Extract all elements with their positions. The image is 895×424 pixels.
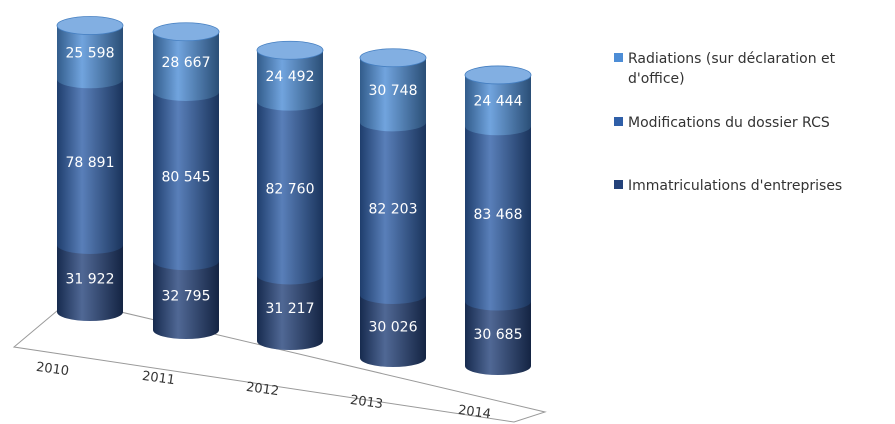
bar-stack-2013: [359, 48, 427, 367]
bar-segment: [57, 25, 123, 89]
category-label: 2010: [35, 360, 70, 379]
legend-swatch: [614, 180, 623, 189]
data-label: 82 760: [266, 182, 315, 198]
data-label: 32 795: [162, 289, 211, 305]
bar-segment: [257, 275, 323, 350]
data-labels-group: 31 922 78 891 25 598 32 795 80 545 28 667 31 2…: [66, 45, 523, 342]
data-label: 30 685: [474, 327, 523, 343]
bar-segment: [360, 294, 426, 367]
data-label: 24 444: [474, 94, 523, 110]
legend-swatch: [614, 117, 623, 126]
bar-top-cap: [359, 48, 427, 68]
legend-swatch: [614, 53, 623, 62]
data-label: 30 748: [369, 83, 418, 99]
bar-stack-2011: [152, 22, 220, 339]
legend-label: Immatriculations d'entreprises: [628, 178, 842, 194]
data-label: 25 598: [66, 45, 115, 61]
legend: Radiations (sur déclaration et d'office) M…: [614, 51, 842, 194]
legend-label: d'office): [628, 71, 685, 87]
bar-stack-2010: [56, 16, 124, 321]
data-label: 28 667: [162, 55, 211, 71]
category-label: 2014: [457, 403, 492, 422]
bar-segment: [465, 126, 531, 311]
legend-label: Modifications du dossier RCS: [628, 115, 830, 131]
bar-segment: [153, 91, 219, 271]
bar-top-cap: [256, 40, 324, 60]
data-label: 80 545: [162, 170, 211, 186]
bar-segment: [465, 301, 531, 375]
data-label: 83 468: [474, 207, 523, 223]
data-label: 78 891: [66, 155, 115, 171]
category-axis: 2010 2011 2012 2013 2014: [35, 360, 492, 422]
data-label: 31 922: [66, 271, 115, 287]
bar-stack-2014: [464, 65, 532, 375]
bar-stack-2012: [256, 40, 324, 350]
legend-label: Radiations (sur déclaration et: [628, 51, 836, 67]
floor-plane: [12, 299, 547, 423]
bar-segment: [257, 101, 323, 285]
bar-segment: [57, 79, 123, 254]
bar-segment: [465, 74, 531, 136]
category-label: 2011: [141, 369, 176, 388]
bar-segment: [257, 50, 323, 111]
bars-group: [56, 16, 532, 375]
category-label: 2012: [245, 380, 280, 399]
data-label: 24 492: [266, 69, 315, 85]
chart-floor: [12, 299, 547, 423]
bar-segment: [153, 261, 219, 339]
bar-top-cap: [56, 16, 124, 35]
bar-top-cap: [464, 65, 532, 85]
data-label: 82 203: [369, 202, 418, 218]
category-label: 2013: [349, 393, 384, 412]
bar-segment: [153, 31, 219, 101]
bar-segment: [360, 122, 426, 304]
data-label: 31 217: [266, 301, 315, 317]
bar-segment: [57, 244, 123, 321]
bar-top-cap: [152, 22, 220, 42]
data-label: 30 026: [369, 319, 418, 335]
bar-segment: [360, 57, 426, 132]
